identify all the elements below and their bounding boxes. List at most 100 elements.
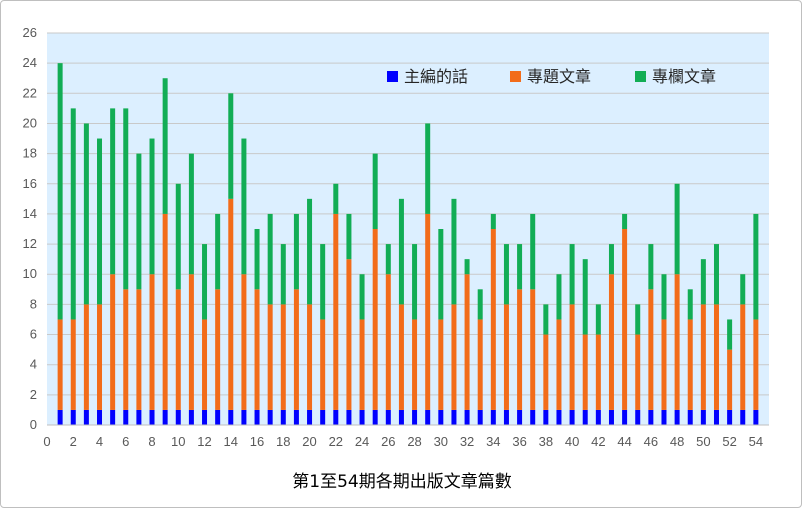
bar-segment <box>162 78 168 214</box>
bar-segment <box>175 409 181 425</box>
bar-segment <box>307 198 313 305</box>
y-tick-label: 16 <box>23 176 37 191</box>
x-tick-label: 24 <box>355 434 369 449</box>
bar-segment <box>543 334 549 410</box>
bar-segment <box>464 259 470 275</box>
bar-segment <box>451 409 457 425</box>
bar-segment <box>556 319 562 410</box>
y-tick-label: 0 <box>30 417 37 432</box>
bar-segment <box>215 213 221 290</box>
bar-segment <box>241 409 247 425</box>
bar-segment <box>740 274 746 305</box>
x-tick-label: 34 <box>486 434 500 449</box>
bar-segment <box>503 244 509 305</box>
bar-segment <box>517 289 523 410</box>
bar-segment <box>254 229 260 290</box>
bar-segment <box>123 108 129 290</box>
bar-segment <box>687 289 693 320</box>
bar-segment <box>727 319 733 350</box>
bar-segment <box>687 319 693 410</box>
bar-segment <box>346 213 352 260</box>
bar-segment <box>372 409 378 425</box>
y-tick-label: 10 <box>23 266 37 281</box>
bar-segment <box>569 409 575 425</box>
bar-segment <box>136 409 142 425</box>
x-tick-label: 32 <box>460 434 474 449</box>
bar-segment <box>398 198 404 305</box>
bar-segment <box>136 153 142 290</box>
bar-segment <box>320 244 326 320</box>
bar-segment <box>110 274 116 410</box>
bar-segment <box>543 304 549 335</box>
bar-segment <box>412 409 418 425</box>
bar-segment <box>477 409 483 425</box>
bar-segment <box>661 319 667 410</box>
x-tick-label: 22 <box>329 434 343 449</box>
bar-segment <box>543 409 549 425</box>
bar-segment <box>753 409 759 425</box>
x-tick-label: 52 <box>722 434 736 449</box>
bar-segment <box>83 409 89 425</box>
bar-segment <box>70 108 76 320</box>
bar-segment <box>556 409 562 425</box>
x-tick-label: 54 <box>749 434 763 449</box>
bar-segment <box>622 213 628 229</box>
bar-segment <box>477 289 483 320</box>
bar-segment <box>595 334 601 410</box>
bar-segment <box>490 409 496 425</box>
y-tick-label: 2 <box>30 387 37 402</box>
bar-segment <box>753 319 759 410</box>
bar-segment <box>713 304 719 410</box>
bar-segment <box>228 409 234 425</box>
bar-segment <box>70 409 76 425</box>
bar-segment <box>359 409 365 425</box>
bar-segment <box>635 409 641 425</box>
x-tick-label: 38 <box>539 434 553 449</box>
bar-segment <box>608 274 614 410</box>
bar-segment <box>451 198 457 305</box>
bar-segment <box>175 289 181 410</box>
y-tick-label: 20 <box>23 115 37 130</box>
x-tick-label: 44 <box>617 434 631 449</box>
x-tick-label: 0 <box>43 434 50 449</box>
bar-segment <box>202 244 208 320</box>
bar-segment <box>359 274 365 320</box>
x-tick-label: 36 <box>512 434 526 449</box>
bar-segment <box>661 274 667 320</box>
bar-segment <box>359 319 365 410</box>
x-tick-label: 28 <box>407 434 421 449</box>
bar-segment <box>713 409 719 425</box>
bar-segment <box>412 244 418 320</box>
bar-segment <box>569 244 575 305</box>
bar-segment <box>648 409 654 425</box>
bar-segment <box>333 409 339 425</box>
bar-segment <box>740 304 746 410</box>
bar-segment <box>425 213 431 410</box>
bar-segment <box>622 229 628 410</box>
bar-segment <box>293 213 299 290</box>
bar-segment <box>635 334 641 410</box>
bar-segment <box>123 289 129 410</box>
y-tick-label: 8 <box>30 296 37 311</box>
bar-segment <box>608 244 614 275</box>
bar-segment <box>110 409 116 425</box>
bar-segment <box>241 138 247 275</box>
plot-area <box>47 33 769 425</box>
bar-segment <box>110 108 116 275</box>
x-tick-label: 14 <box>224 434 238 449</box>
bar-segment <box>372 153 378 229</box>
bar-segment <box>307 304 313 410</box>
legend-swatch <box>635 71 646 82</box>
y-tick-label: 14 <box>23 206 37 221</box>
bar-segment <box>149 138 155 275</box>
bar-segment <box>228 93 234 199</box>
bar-segment <box>267 213 273 305</box>
y-tick-label: 24 <box>23 55 37 70</box>
bar-segment <box>503 304 509 410</box>
bar-segment <box>293 289 299 410</box>
x-tick-label: 18 <box>276 434 290 449</box>
bar-segment <box>254 289 260 410</box>
bar-segment <box>385 244 391 275</box>
